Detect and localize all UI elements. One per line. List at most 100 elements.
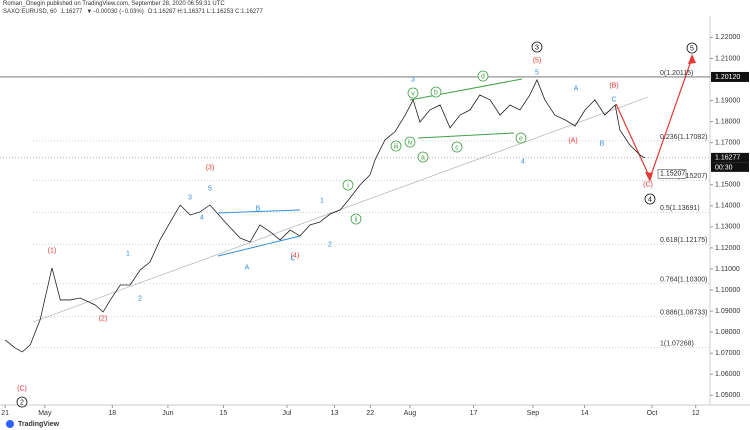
fib-label: 0.5(1.13691) bbox=[660, 205, 700, 212]
wave-label: ii bbox=[354, 216, 358, 223]
wave-label: 4 bbox=[648, 196, 652, 203]
wave-label: 4 bbox=[521, 158, 525, 165]
price-box-label: 1.16277 bbox=[715, 155, 740, 162]
arrow-head bbox=[688, 54, 696, 64]
fib-label: 0.618(1.12175) bbox=[660, 237, 707, 244]
wave-circle bbox=[350, 213, 362, 225]
x-tick-label: May bbox=[38, 410, 52, 417]
y-tick-label: 1.19000 bbox=[715, 97, 740, 104]
fib-label: 0(1.20115) bbox=[660, 70, 693, 77]
x-tick-label: Oct bbox=[647, 410, 658, 417]
wave-label: c bbox=[455, 144, 459, 151]
y-tick-label: 1.17000 bbox=[715, 139, 740, 146]
wave-label: 3 bbox=[535, 44, 539, 51]
y-tick-label: 1.07000 bbox=[715, 350, 740, 357]
change: ▼−0.00030 (−0.03%) bbox=[86, 9, 144, 15]
target-box bbox=[657, 169, 687, 179]
wave-circle bbox=[342, 179, 354, 191]
wave-circle bbox=[451, 141, 463, 153]
y-tick-label: 1.14000 bbox=[715, 203, 740, 210]
wave-label: a bbox=[421, 154, 425, 161]
wave-label: 2 bbox=[138, 295, 142, 302]
wave-circle bbox=[430, 86, 442, 98]
arrow-head bbox=[645, 172, 653, 182]
x-tick-label: 21 bbox=[1, 410, 9, 417]
price-box bbox=[711, 152, 749, 163]
wave-label: (4) bbox=[291, 252, 300, 259]
wave-label: 5 bbox=[208, 185, 212, 192]
x-tick-label: Sep bbox=[527, 410, 540, 417]
wave-circle bbox=[407, 87, 419, 99]
channel-line bbox=[417, 132, 515, 139]
y-tick-label: 1.18000 bbox=[715, 118, 740, 125]
x-tick-label: Jul bbox=[282, 410, 291, 417]
y-tick-label: 1.12000 bbox=[715, 245, 740, 252]
ohlc: O:1.16287 H:1.16371 L:1.16253 C:1.16277 bbox=[147, 9, 263, 15]
wave-label: A bbox=[574, 85, 579, 92]
wave-circle bbox=[16, 396, 28, 408]
wave-label: (B) bbox=[609, 82, 618, 89]
wave-label: b bbox=[434, 89, 438, 96]
wave-circle bbox=[686, 42, 698, 54]
wave-label: B bbox=[600, 140, 605, 147]
x-tick-label: 18 bbox=[108, 410, 116, 417]
brand-logo bbox=[6, 420, 14, 428]
wave-label: A bbox=[245, 264, 250, 271]
y-tick-label: 1.10000 bbox=[715, 287, 740, 294]
fib-label: 0.236(1.17082) bbox=[660, 134, 707, 141]
wave-label: 5 bbox=[690, 45, 694, 52]
wave-label: d bbox=[481, 73, 485, 80]
x-tick-label: 15 bbox=[220, 410, 228, 417]
channel-line bbox=[217, 235, 301, 257]
symbol-line: SAXO:EURUSD, 60 1.16277 ▼−0.00030 (−0.03%)… bbox=[3, 8, 267, 16]
y-tick-label: 1.22000 bbox=[715, 34, 740, 41]
header: Roman_Onegin published on TradingView.co… bbox=[3, 0, 267, 16]
channel-line bbox=[409, 78, 523, 101]
y-tick-label: 1.09000 bbox=[715, 308, 740, 315]
y-tick-label: 1.08000 bbox=[715, 329, 740, 336]
wave-label: (2) bbox=[99, 315, 108, 322]
wave-label: 1 bbox=[126, 250, 130, 257]
wave-label: C bbox=[290, 255, 295, 262]
wave-circle bbox=[477, 70, 489, 82]
fib-label: 1(1.07268) bbox=[660, 340, 694, 347]
wave-circle bbox=[531, 41, 543, 53]
wave-circle bbox=[404, 136, 416, 148]
y-tick-label: 1.11000 bbox=[715, 266, 740, 273]
wave-label: (C) bbox=[643, 181, 653, 188]
wave-label: (3) bbox=[206, 164, 215, 171]
wave-label: 5 bbox=[535, 69, 539, 76]
wave-label: i bbox=[347, 182, 349, 189]
price-box-label: 1.20120 bbox=[715, 74, 740, 81]
countdown: 00:30 bbox=[715, 165, 733, 172]
fib-label: 0.886(1.08733) bbox=[660, 310, 707, 317]
last: 1.16277 bbox=[60, 9, 83, 15]
fib-label: 0.764(1.10300) bbox=[660, 277, 707, 284]
countdown-box bbox=[711, 162, 749, 172]
wave-label: iv bbox=[407, 139, 413, 146]
x-tick-label: 17 bbox=[470, 410, 478, 417]
price-box bbox=[711, 71, 749, 82]
y-tick-label: 1.15000 bbox=[715, 182, 740, 189]
wave-label: iii bbox=[394, 143, 399, 150]
wave-label: 3 bbox=[411, 76, 415, 83]
wave-label: v bbox=[411, 90, 415, 97]
wave-label: (5) bbox=[533, 57, 542, 64]
wave-label: 2 bbox=[328, 241, 332, 248]
wave-label: 4 bbox=[200, 214, 204, 221]
x-tick-label: 22 bbox=[366, 410, 374, 417]
x-tick-label: Jun bbox=[162, 410, 173, 417]
publisher: Roman_Onegin published on TradingView.co… bbox=[3, 1, 225, 7]
x-tick-label: 14 bbox=[581, 410, 589, 417]
wave-label: (1) bbox=[48, 247, 57, 254]
wave-label: 1 bbox=[320, 197, 324, 204]
wave-label: (C) bbox=[17, 385, 27, 392]
wave-label: 3 bbox=[188, 194, 192, 201]
x-tick-label: 13 bbox=[331, 410, 339, 417]
y-tick-label: 1.06000 bbox=[715, 371, 740, 378]
footer-brand: TradingView bbox=[18, 421, 60, 428]
wave-label: e bbox=[519, 135, 523, 142]
target-label: 1.15207 bbox=[660, 171, 685, 178]
